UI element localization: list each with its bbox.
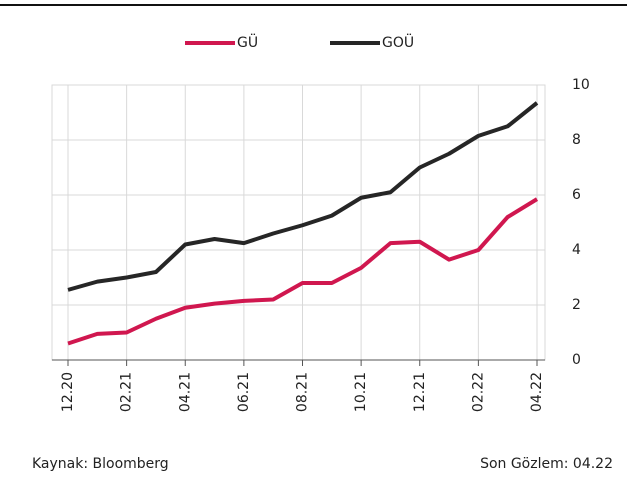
x-tick-label: 06.21 <box>236 372 252 412</box>
y-tick-label: 0 <box>572 352 581 368</box>
x-tick-label: 10.21 <box>353 372 369 412</box>
x-tick-label: 08.21 <box>295 372 311 412</box>
y-tick-label: 10 <box>572 77 590 93</box>
x-tick-label: 04.22 <box>529 372 545 412</box>
y-tick-label: 8 <box>572 132 581 148</box>
plot-area <box>51 84 546 361</box>
legend-label: GÜ <box>237 33 258 51</box>
x-tick-label: 12.20 <box>60 372 76 412</box>
y-tick-label: 2 <box>572 297 581 313</box>
x-tick-label: 04.21 <box>177 372 193 412</box>
x-tick-label: 02.22 <box>470 372 486 412</box>
line-series <box>67 101 539 292</box>
legend-label: GOÜ <box>382 33 414 51</box>
y-tick-label: 6 <box>572 187 581 203</box>
y-tick-label: 4 <box>572 242 581 258</box>
x-tick-label: 02.21 <box>119 372 135 412</box>
last-observation: Son Gözlem: 04.22 <box>480 456 613 472</box>
source: Kaynak: Bloomberg <box>32 456 169 472</box>
line-series <box>67 197 539 346</box>
x-tick-label: 12.21 <box>412 372 428 412</box>
